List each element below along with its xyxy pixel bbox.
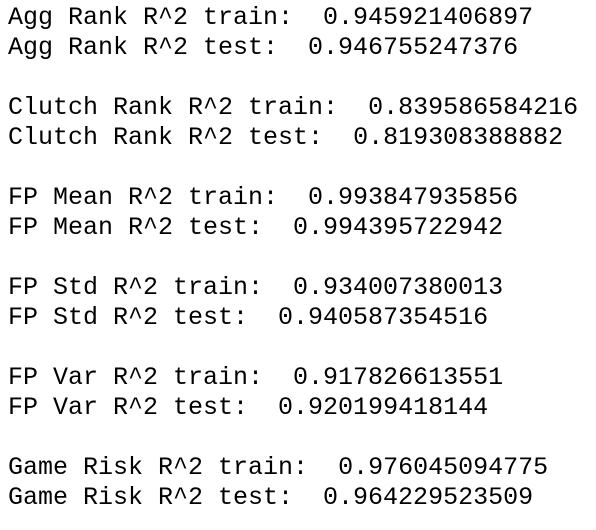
metric-label: Clutch Rank R^2 test: bbox=[8, 123, 324, 152]
metric-value: 0.976045094775 bbox=[338, 453, 549, 482]
output-group: Agg Rank R^2 train: 0.945921406897 Agg Ran… bbox=[8, 3, 596, 63]
output-line: FP Std R^2 test: 0.940587354516 bbox=[8, 303, 596, 333]
output-line: FP Var R^2 train: 0.917826613551 bbox=[8, 363, 596, 393]
metric-label: FP Var R^2 train: bbox=[8, 363, 264, 392]
output-group: FP Std R^2 train: 0.934007380013 FP Std R^… bbox=[8, 273, 596, 333]
metric-label: FP Std R^2 test: bbox=[8, 303, 249, 332]
metric-label: Agg Rank R^2 test: bbox=[8, 33, 279, 62]
output-line: FP Mean R^2 test: 0.994395722942 bbox=[8, 213, 596, 243]
metric-value: 0.964229523509 bbox=[323, 483, 534, 512]
metric-value: 0.993847935856 bbox=[308, 183, 519, 212]
output-line: FP Std R^2 train: 0.934007380013 bbox=[8, 273, 596, 303]
metric-label: FP Var R^2 test: bbox=[8, 393, 249, 422]
output-line: Clutch Rank R^2 train: 0.839586584216 bbox=[8, 93, 596, 123]
metric-value: 0.940587354516 bbox=[278, 303, 489, 332]
metric-label: Agg Rank R^2 train: bbox=[8, 3, 294, 32]
metric-value: 0.946755247376 bbox=[308, 33, 519, 62]
metric-value: 0.945921406897 bbox=[323, 3, 534, 32]
output-line: Game Risk R^2 train: 0.976045094775 bbox=[8, 453, 596, 483]
output-line: FP Var R^2 test: 0.920199418144 bbox=[8, 393, 596, 423]
metric-label: Game Risk R^2 train: bbox=[8, 453, 309, 482]
output-group: Clutch Rank R^2 train: 0.839586584216 Clut… bbox=[8, 93, 596, 153]
metric-value: 0.819308388882 bbox=[353, 123, 564, 152]
output-group: FP Var R^2 train: 0.917826613551 FP Var R^… bbox=[8, 363, 596, 423]
metric-label: Game Risk R^2 test: bbox=[8, 483, 294, 512]
output-line: FP Mean R^2 train: 0.993847935856 bbox=[8, 183, 596, 213]
metric-value: 0.994395722942 bbox=[293, 213, 504, 242]
metric-value: 0.839586584216 bbox=[368, 93, 579, 122]
output-line: Clutch Rank R^2 test: 0.819308388882 bbox=[8, 123, 596, 153]
metric-label: FP Mean R^2 test: bbox=[8, 213, 264, 242]
output-group: FP Mean R^2 train: 0.993847935856 FP Mean … bbox=[8, 183, 596, 243]
metric-value: 0.917826613551 bbox=[293, 363, 504, 392]
metric-label: FP Std R^2 train: bbox=[8, 273, 264, 302]
metric-label: FP Mean R^2 train: bbox=[8, 183, 279, 212]
metric-value: 0.920199418144 bbox=[278, 393, 489, 422]
metric-value: 0.934007380013 bbox=[293, 273, 504, 302]
metric-label: Clutch Rank R^2 train: bbox=[8, 93, 339, 122]
output-line: Game Risk R^2 test: 0.964229523509 bbox=[8, 483, 596, 513]
output-line: Agg Rank R^2 test: 0.946755247376 bbox=[8, 33, 596, 63]
output-group: Game Risk R^2 train: 0.976045094775 Game R… bbox=[8, 453, 596, 513]
output-line: Agg Rank R^2 train: 0.945921406897 bbox=[8, 3, 596, 33]
